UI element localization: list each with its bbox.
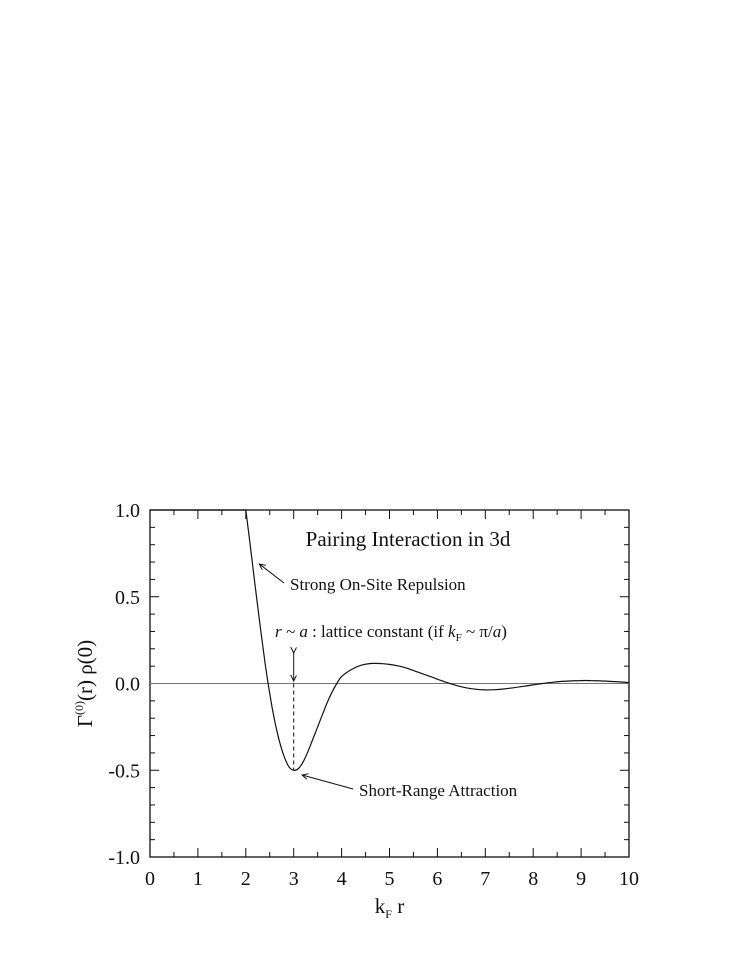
y-title-sup: (0) bbox=[72, 701, 86, 715]
x-tick-label: 3 bbox=[289, 868, 299, 890]
lattice-constant-annotation: r ~ a : lattice constant (if kF ~ π/a) bbox=[275, 622, 507, 644]
y-title-prefix: Γ bbox=[73, 715, 97, 727]
x-tick-label: 6 bbox=[432, 868, 442, 890]
y-axis-title: Γ(0)(r) ρ(0) bbox=[72, 640, 97, 727]
y-title-tail: (r) ρ(0) bbox=[73, 640, 97, 701]
repulsion-arrow bbox=[259, 564, 285, 584]
x-tick-label: 2 bbox=[241, 868, 251, 890]
annot-k: k bbox=[448, 622, 456, 641]
x-axis-title: kF r bbox=[375, 894, 404, 921]
repulsion-annotation: Strong On-Site Repulsion bbox=[290, 575, 466, 594]
annot-text-2: ~ π/ bbox=[462, 622, 493, 641]
annot-a: a bbox=[493, 622, 502, 641]
y-tick-label: 0.5 bbox=[115, 587, 140, 609]
chart-title: Pairing Interaction in 3d bbox=[306, 527, 511, 551]
x-title-tail: r bbox=[392, 894, 404, 918]
attraction-arrow bbox=[302, 775, 354, 790]
annot-text-3: ) bbox=[501, 622, 507, 641]
y-tick-label: -0.5 bbox=[108, 760, 140, 782]
x-title-main: k bbox=[375, 894, 386, 918]
x-tick-label: 1 bbox=[193, 868, 203, 890]
attraction-annotation: Short-Range Attraction bbox=[359, 781, 518, 800]
series-line bbox=[150, 509, 630, 771]
x-tick-label: 0 bbox=[145, 868, 155, 890]
x-tick-label: 8 bbox=[528, 868, 538, 890]
y-tick-label: -1.0 bbox=[108, 847, 140, 869]
x-tick-label: 5 bbox=[385, 868, 395, 890]
y-tick-label: 0.0 bbox=[115, 674, 140, 696]
annot-r-a: r ~ a bbox=[275, 622, 308, 641]
y-tick-label: 1.0 bbox=[115, 500, 140, 522]
annot-text-1: : lattice constant (if bbox=[308, 622, 448, 641]
x-tick-label: 10 bbox=[619, 868, 639, 890]
x-tick-label: 9 bbox=[576, 868, 586, 890]
x-tick-label: 7 bbox=[480, 868, 490, 890]
x-title-sub: F bbox=[385, 907, 392, 921]
annot-k-sub: F bbox=[456, 632, 462, 644]
tick-labels: 0 1 2 3 4 5 6 7 8 9 10 -1.0 -0.5 0.0 0.5 1.0 bbox=[108, 500, 639, 890]
x-tick-label: 4 bbox=[337, 868, 347, 890]
